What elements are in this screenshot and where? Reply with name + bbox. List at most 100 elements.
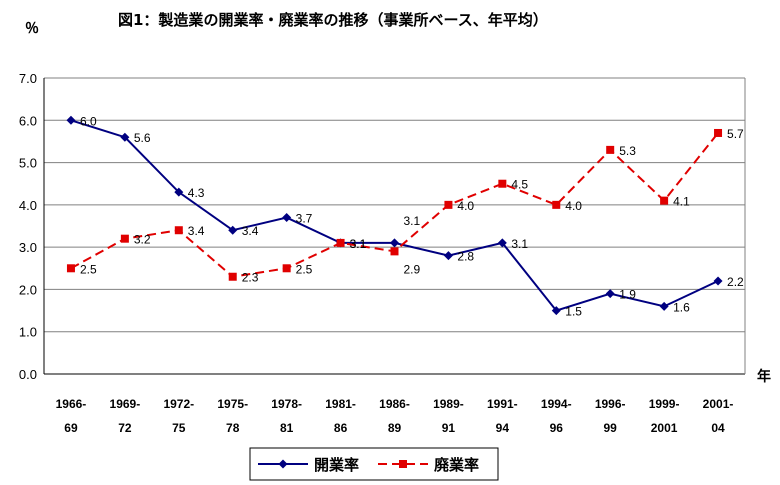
x-axis-unit-label: 年	[757, 368, 771, 385]
data-point-2	[174, 226, 183, 235]
x-tick-label: 1994- 96	[541, 397, 572, 435]
x-tick-label: 1986- 89	[379, 397, 410, 435]
data-label: 4.1	[673, 195, 690, 209]
data-point-2	[660, 196, 669, 205]
x-tick-label-line2: 94	[496, 421, 510, 435]
data-label: 1.9	[619, 288, 636, 302]
x-tick-label-line1: 1966-	[56, 397, 87, 411]
x-tick-label-line1: 1991-	[487, 397, 518, 411]
data-point-2	[498, 179, 507, 188]
data-label: 3.1	[404, 214, 421, 228]
data-labels: 6.0 5.6 4.3 3.4 3.7 3.1 3.1 2.8 3.1 1.5 1.9 1.6 2.2 2…	[80, 114, 744, 318]
x-tick-label-line1: 1999-	[649, 397, 680, 411]
x-tick-label-line2: 78	[226, 421, 240, 435]
data-label: 2.8	[457, 250, 474, 264]
chart-title: 図1：製造業の開業率・廃業率の推移（事業所ベース、年平均）	[118, 11, 548, 29]
x-tick-label: 2001- 04	[703, 397, 734, 435]
legend: 開業率 廃業率	[249, 447, 499, 481]
data-label: 3.1	[511, 237, 528, 251]
data-label: 2.5	[296, 262, 313, 276]
legend-marker-2	[399, 460, 407, 468]
x-tick-label: 1975- 78	[217, 397, 248, 435]
x-tick-label-line1: 1994-	[541, 397, 572, 411]
series-markers	[66, 115, 723, 316]
y-tick-label: 2.0	[19, 282, 37, 297]
data-point-1	[174, 187, 184, 197]
x-tick-label-line1: 1975-	[217, 397, 248, 411]
data-point-1	[497, 238, 507, 248]
x-tick-label-line2: 04	[711, 421, 725, 435]
data-label: 2.5	[80, 262, 97, 276]
x-tick-label: 1972- 75	[163, 397, 194, 435]
data-point-2	[282, 264, 291, 273]
data-label: 4.3	[188, 186, 205, 200]
x-tick-label: 1981- 86	[325, 397, 356, 435]
data-point-2	[390, 247, 399, 256]
data-point-2	[228, 272, 237, 281]
x-tick-label-line2: 81	[280, 421, 294, 435]
y-tick-label: 3.0	[19, 240, 37, 255]
data-label: 3.1	[350, 237, 367, 251]
data-label: 6.0	[80, 114, 97, 128]
x-tick-label-line1: 1981-	[325, 397, 356, 411]
y-axis-ticks: 0.0 1.0 2.0 3.0 4.0 5.0 6.0 7.0	[19, 71, 37, 382]
x-tick-label-line1: 1996-	[595, 397, 626, 411]
x-tick-label: 1991- 94	[487, 397, 518, 435]
data-point-1	[228, 225, 238, 235]
data-point-2	[714, 128, 723, 137]
x-tick-label-line2: 69	[64, 421, 78, 435]
data-point-2	[336, 238, 345, 247]
data-label: 5.3	[619, 144, 636, 158]
x-tick-label-line1: 1978-	[271, 397, 302, 411]
data-point-2	[606, 145, 615, 154]
axes	[43, 78, 746, 375]
y-tick-label: 6.0	[19, 113, 37, 128]
data-label: 4.5	[511, 178, 528, 192]
data-label: 3.4	[188, 224, 205, 238]
x-tick-label-line1: 1969-	[110, 397, 141, 411]
x-tick-label: 1999- 2001	[649, 397, 680, 435]
data-label: 5.6	[134, 131, 151, 145]
x-tick-label-line2: 72	[118, 421, 132, 435]
x-tick-label: 1978- 81	[271, 397, 302, 435]
y-tick-label: 7.0	[19, 71, 37, 86]
x-tick-label: 1969- 72	[110, 397, 141, 435]
data-label: 2.9	[404, 262, 421, 276]
data-point-1	[282, 213, 292, 223]
data-label: 1.6	[673, 300, 690, 314]
legend-marker-1	[278, 459, 288, 469]
data-label: 3.7	[296, 212, 313, 226]
data-point-1	[713, 276, 723, 286]
data-point-1	[551, 306, 561, 316]
x-tick-label: 1989- 91	[433, 397, 464, 435]
x-tick-label: 1966- 69	[56, 397, 87, 435]
x-axis-ticks: 1966- 69 1969- 72 1972- 75 1975- 78 1978- 81 1981-…	[56, 397, 734, 435]
legend-label-2: 廃業率	[434, 456, 479, 474]
x-tick-label-line1: 2001-	[703, 397, 734, 411]
y-tick-label: 4.0	[19, 198, 37, 213]
data-point-2	[552, 200, 561, 209]
x-tick-label-line1: 1989-	[433, 397, 464, 411]
data-label: 3.4	[242, 224, 259, 238]
x-tick-label-line2: 75	[172, 421, 186, 435]
data-point-2	[66, 264, 75, 273]
data-label: 2.3	[242, 271, 259, 285]
x-tick-label-line2: 99	[604, 421, 618, 435]
data-point-2	[120, 234, 129, 243]
data-point-2	[444, 200, 453, 209]
data-label: 2.2	[727, 275, 744, 289]
data-label: 1.5	[565, 305, 582, 319]
data-point-1	[66, 115, 76, 125]
data-label: 5.7	[727, 127, 744, 141]
data-point-1	[659, 301, 669, 311]
data-label: 4.0	[457, 199, 474, 213]
data-label: 3.2	[134, 233, 151, 247]
gridlines	[44, 77, 745, 333]
x-tick-label-line1: 1972-	[163, 397, 194, 411]
x-tick-label-line2: 91	[442, 421, 456, 435]
y-tick-label: 0.0	[19, 367, 37, 382]
data-label: 4.0	[565, 199, 582, 213]
x-tick-label-line2: 2001	[651, 421, 678, 435]
legend-label-1: 開業率	[314, 456, 359, 474]
data-point-1	[605, 289, 615, 299]
